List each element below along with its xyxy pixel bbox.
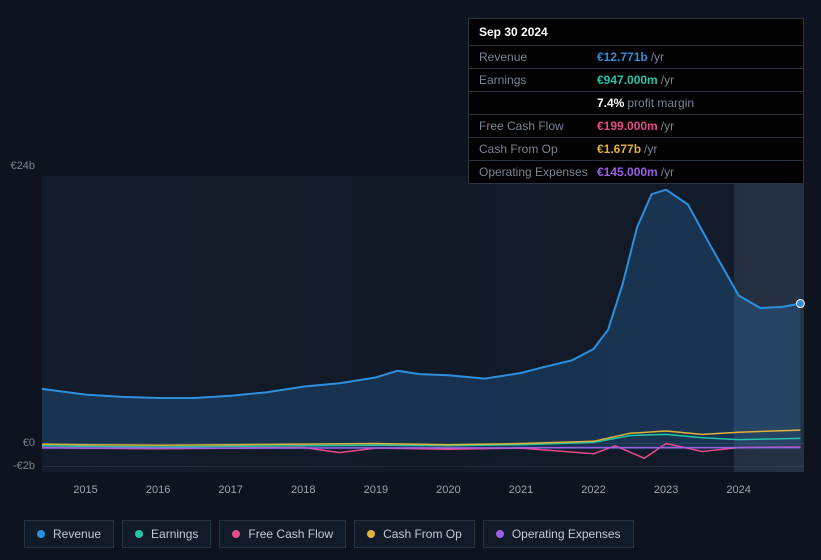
tooltip-row-label: Free Cash Flow (479, 119, 597, 133)
legend-dot-icon (232, 530, 240, 538)
tooltip-row-label (479, 96, 597, 110)
tooltip-row-value: €1.677b/yr (597, 142, 657, 156)
x-axis-tick: 2020 (436, 484, 460, 496)
legend-item-label: Free Cash Flow (248, 527, 333, 541)
x-axis-tick: 2019 (364, 484, 388, 496)
tooltip-row-value: €12.771b/yr (597, 50, 664, 64)
tooltip-row-value: €199.000m/yr (597, 119, 674, 133)
legend-item-cash-from-op[interactable]: Cash From Op (354, 520, 475, 548)
tooltip-row: Revenue€12.771b/yr (469, 46, 803, 69)
x-axis-tick: 2016 (146, 484, 170, 496)
tooltip-row-label: Operating Expenses (479, 165, 597, 179)
tooltip-row-label: Cash From Op (479, 142, 597, 156)
tooltip-row: 7.4%profit margin (469, 92, 803, 115)
legend-item-free-cash-flow[interactable]: Free Cash Flow (219, 520, 346, 548)
series-area-revenue (42, 190, 800, 450)
tooltip-row-value: €145.000m/yr (597, 165, 674, 179)
tooltip-row-value: 7.4%profit margin (597, 96, 694, 110)
legend-dot-icon (135, 530, 143, 538)
tooltip-panel: Sep 30 2024 Revenue€12.771b/yrEarnings€9… (468, 18, 804, 184)
y-axis-label-neg: -€2b (0, 460, 35, 472)
tooltip-row-label: Revenue (479, 50, 597, 64)
legend-dot-icon (496, 530, 504, 538)
x-axis-tick: 2022 (581, 484, 605, 496)
legend-item-revenue[interactable]: Revenue (24, 520, 114, 548)
y-axis-label-max: €24b (0, 160, 35, 172)
legend: Revenue Earnings Free Cash Flow Cash From O… (24, 520, 634, 548)
tooltip-row-value: €947.000m/yr (597, 73, 674, 87)
legend-item-label: Cash From Op (383, 527, 462, 541)
tooltip-rows: Revenue€12.771b/yrEarnings€947.000m/yr7.… (469, 46, 803, 183)
tooltip-row: Operating Expenses€145.000m/yr (469, 161, 803, 183)
series-line-operating-expenses (42, 448, 800, 449)
x-axis-tick: 2023 (654, 484, 678, 496)
legend-dot-icon (37, 530, 45, 538)
chart-plot-area[interactable] (42, 176, 804, 472)
tooltip-row: Earnings€947.000m/yr (469, 69, 803, 92)
tooltip-row: Cash From Op€1.677b/yr (469, 138, 803, 161)
x-axis-tick: 2024 (726, 484, 750, 496)
legend-dot-icon (367, 530, 375, 538)
y-axis-label-zero: €0 (0, 437, 35, 449)
chart-svg (42, 176, 804, 472)
tooltip-row: Free Cash Flow€199.000m/yr (469, 115, 803, 138)
x-axis: 2015 2016 2017 2018 2019 2020 2021 2022 2023 2024 (42, 484, 804, 498)
series-endpoint-dot (796, 300, 804, 308)
legend-item-operating-expenses[interactable]: Operating Expenses (483, 520, 634, 548)
legend-item-label: Operating Expenses (512, 527, 621, 541)
x-axis-tick: 2021 (509, 484, 533, 496)
tooltip-row-label: Earnings (479, 73, 597, 87)
x-axis-tick: 2017 (218, 484, 242, 496)
tooltip-date: Sep 30 2024 (469, 19, 803, 46)
legend-item-label: Revenue (53, 527, 101, 541)
legend-item-label: Earnings (151, 527, 198, 541)
x-axis-tick: 2018 (291, 484, 315, 496)
x-axis-tick: 2015 (73, 484, 97, 496)
legend-item-earnings[interactable]: Earnings (122, 520, 211, 548)
